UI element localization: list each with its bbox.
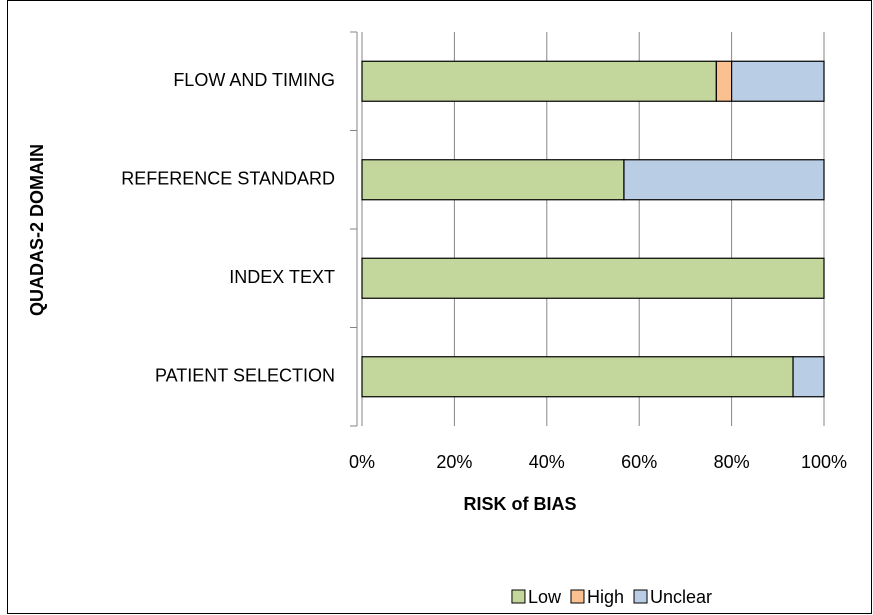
x-tick-label: 80% (714, 452, 750, 472)
chart-border (7, 0, 872, 614)
x-tick-label: 60% (621, 452, 657, 472)
y-axis-title: QUADAS-2 DOMAIN (27, 144, 47, 316)
x-tick-label: 0% (349, 452, 375, 472)
legend-label: Low (528, 587, 562, 607)
legend-label: High (587, 587, 624, 607)
bar-segment (361, 159, 625, 201)
y-tick-label: FLOW AND TIMING (173, 70, 335, 90)
bar-segment (792, 356, 825, 398)
x-tick-label: 100% (801, 452, 847, 472)
legend-swatch (511, 589, 526, 604)
bar-segment (623, 159, 825, 201)
x-tick-label: 40% (529, 452, 565, 472)
bar-segment (361, 356, 794, 398)
bar-segment (715, 60, 733, 102)
legend-swatch (633, 589, 648, 604)
y-tick-label: PATIENT SELECTION (155, 366, 335, 386)
x-tick-label: 20% (436, 452, 472, 472)
y-tick-label: REFERENCE STANDARD (121, 169, 335, 189)
legend-swatch (570, 589, 585, 604)
bar-segment (361, 60, 717, 102)
x-axis-title: RISK of BIAS (463, 494, 576, 514)
bar-segment (730, 60, 825, 102)
y-tick-label: INDEX TEXT (229, 267, 335, 287)
bar-segment (361, 257, 825, 299)
legend-label: Unclear (650, 587, 712, 607)
